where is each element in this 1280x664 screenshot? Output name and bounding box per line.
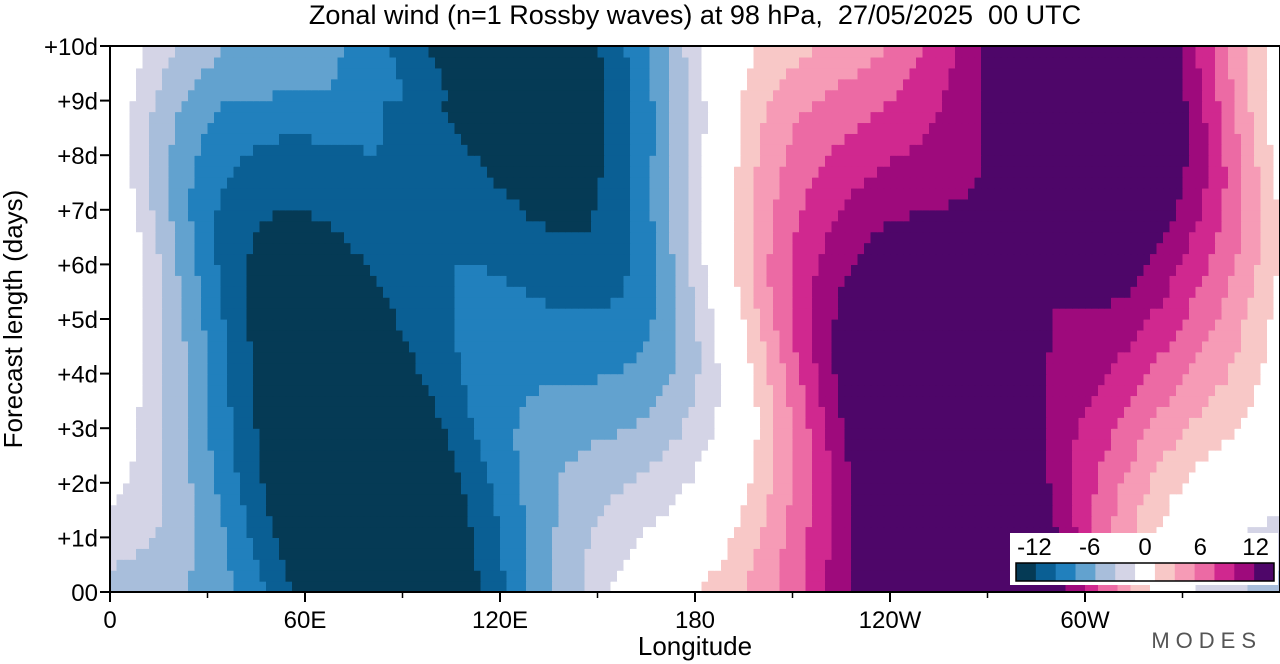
colorbar: -12 -6 0 6 12 (1010, 533, 1278, 585)
y-tick-label: +1d (57, 525, 98, 552)
y-tick-label: +3d (57, 416, 98, 443)
modes-watermark: MODES (1151, 628, 1262, 653)
colorbar-swatch (1174, 563, 1196, 581)
y-tick-label: +7d (57, 198, 98, 225)
colorbar-label: 0 (1138, 534, 1151, 561)
colorbar-swatch (1035, 563, 1057, 581)
y-tick-label: +4d (57, 362, 98, 389)
y-tick-label: 00 (71, 580, 98, 607)
x-axis-title: Longitude (638, 631, 752, 661)
x-tick-label: 180 (675, 607, 715, 634)
y-axis-title: Forecast length (days) (0, 190, 28, 449)
colorbar-label: -6 (1079, 534, 1100, 561)
colorbar-swatch (1115, 563, 1136, 581)
colorbar-label: 12 (1242, 534, 1269, 561)
x-tick-label: 60W (1060, 607, 1110, 634)
chart-title: Zonal wind (n=1 Rossby waves) at 98 hPa,… (308, 0, 1082, 30)
colorbar-label: 6 (1194, 534, 1207, 561)
y-tick-label: +8d (57, 143, 98, 170)
y-tick-label: +6d (57, 252, 98, 279)
colorbar-swatch (1095, 563, 1116, 581)
x-tick-label: 60E (284, 607, 327, 634)
y-tick-label: +5d (57, 307, 98, 334)
y-tick-label: +10d (44, 34, 98, 61)
colorbar-swatch (1016, 563, 1037, 581)
axis-ticks: 0 60E 120E 180 120W 60W 00 +1d +2d +3d +4d +5d +6d +7… (44, 34, 1184, 634)
colorbar-swatch (1254, 563, 1275, 581)
x-tick-label: 120E (472, 607, 528, 634)
colorbar-swatch (1234, 563, 1255, 581)
y-tick-label: +2d (57, 471, 98, 498)
colorbar-swatch (1135, 563, 1156, 581)
x-tick-label: 120W (859, 607, 922, 634)
y-tick-label: +9d (57, 89, 98, 116)
colorbar-swatch (1055, 563, 1076, 581)
colorbar-swatch (1075, 563, 1096, 581)
contour-field (110, 46, 1280, 592)
colorbar-frame (1015, 562, 1275, 582)
colorbar-swatch (1154, 563, 1176, 581)
colorbar-swatch (1214, 563, 1235, 581)
colorbar-swatch (1194, 563, 1215, 581)
colorbar-label: -12 (1017, 534, 1052, 561)
x-tick-label: 0 (103, 607, 116, 634)
